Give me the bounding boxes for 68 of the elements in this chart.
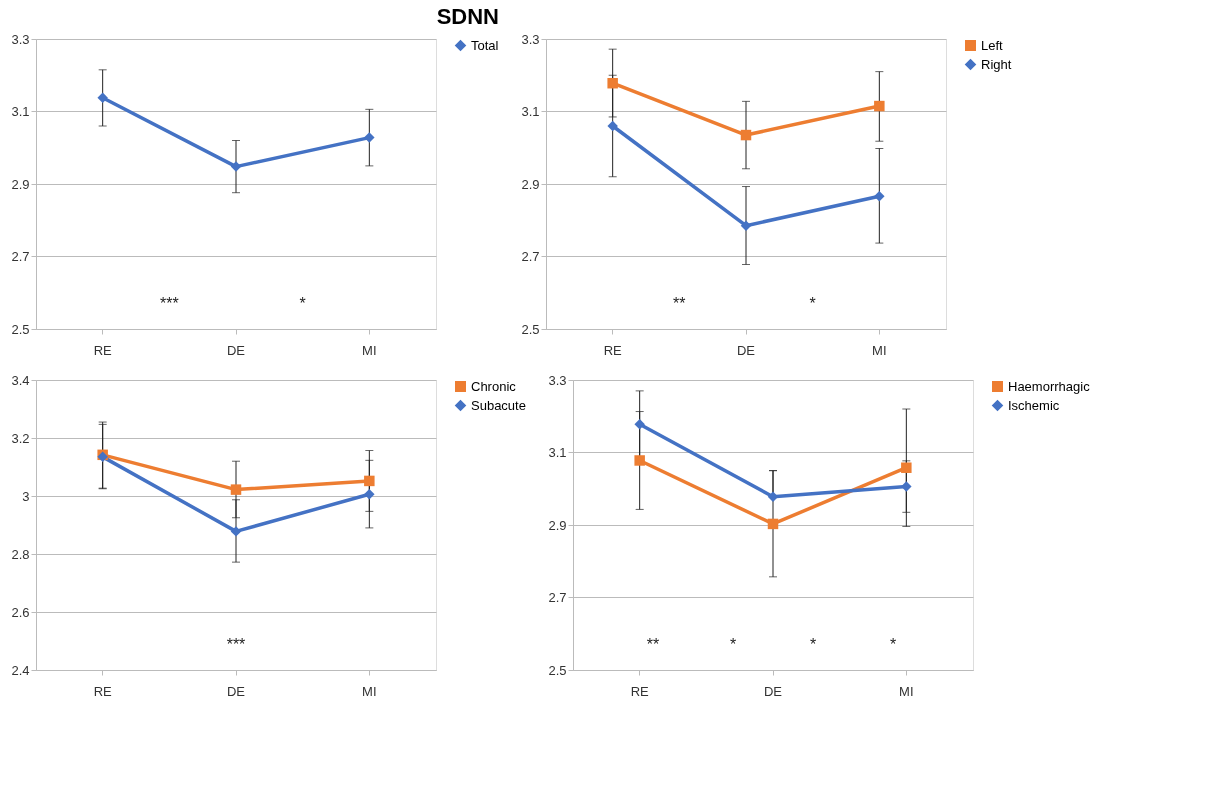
y-tick-label: 2.9 (548, 517, 567, 533)
point (97, 92, 108, 103)
x-tick-label: DE (226, 683, 246, 699)
legend-label: Total (471, 37, 499, 53)
point (740, 129, 752, 141)
annotation: * (889, 636, 897, 653)
annotation: * (299, 295, 306, 312)
point (740, 220, 752, 231)
x-tick-label: RE (93, 683, 113, 699)
point (634, 418, 645, 430)
point (874, 191, 885, 202)
y-tick-label: 3.4 (11, 372, 30, 388)
x-tick-label: MI (872, 342, 887, 358)
y-tick-label: 2.4 (11, 662, 30, 678)
annotation: *** (226, 636, 246, 653)
y-tick-label: 2.5 (548, 662, 567, 678)
x-tick-label: MI (362, 683, 377, 699)
x-tick-label: DE (763, 683, 783, 699)
legend-label: Left (981, 37, 1004, 53)
annotation: ** (646, 636, 660, 653)
point (901, 462, 912, 473)
y-tick-label: 2.7 (548, 590, 567, 605)
x-tick-label: RE (603, 342, 623, 358)
y-tick-label: 3.2 (11, 430, 30, 446)
y-tick-label: 3 (22, 488, 30, 504)
annotation: * (729, 636, 737, 653)
y-tick-label: 3.3 (521, 31, 540, 47)
x-tick-label: RE (93, 342, 113, 358)
x-tick-label: DE (736, 342, 756, 358)
legend-label: Chronic (471, 378, 517, 394)
y-tick-label: 3.1 (521, 104, 540, 119)
point (767, 518, 779, 530)
point (901, 481, 912, 492)
point (874, 100, 885, 112)
chart-title: SDNN (436, 4, 499, 29)
point (364, 489, 375, 500)
y-tick-label: 2.9 (11, 176, 30, 192)
point (607, 77, 618, 89)
point (230, 484, 242, 495)
y-tick-label: 2.5 (11, 321, 30, 337)
y-tick-label: 3.1 (548, 445, 567, 460)
annotation: ** (673, 295, 686, 312)
annotation: * (809, 295, 816, 312)
y-tick-label: 2.8 (11, 546, 30, 562)
point (230, 161, 242, 172)
x-tick-label: MI (899, 683, 914, 699)
point (230, 526, 242, 537)
y-tick-label: 2.9 (521, 176, 540, 192)
y-tick-label: 2.7 (11, 249, 30, 264)
point (634, 455, 645, 466)
x-tick-label: RE (630, 683, 650, 699)
y-tick-label: 2.5 (521, 321, 540, 337)
annotation: *** (159, 295, 179, 312)
legend-label: Right (981, 56, 1012, 72)
point (364, 475, 375, 487)
legend-label: Subacute (471, 397, 526, 413)
x-tick-label: DE (226, 342, 246, 358)
y-tick-label: 3.3 (548, 372, 567, 388)
point (364, 132, 375, 143)
legend-label: Haemorrhagic (1008, 378, 1091, 394)
y-tick-label: 2.6 (11, 604, 30, 620)
y-tick-label: 3.1 (11, 104, 30, 119)
annotation: * (809, 636, 817, 653)
point (607, 120, 618, 132)
y-tick-label: 2.7 (521, 249, 540, 264)
y-tick-label: 3.3 (11, 31, 30, 47)
legend-label: Ischemic (1008, 397, 1060, 413)
x-tick-label: MI (362, 342, 377, 358)
